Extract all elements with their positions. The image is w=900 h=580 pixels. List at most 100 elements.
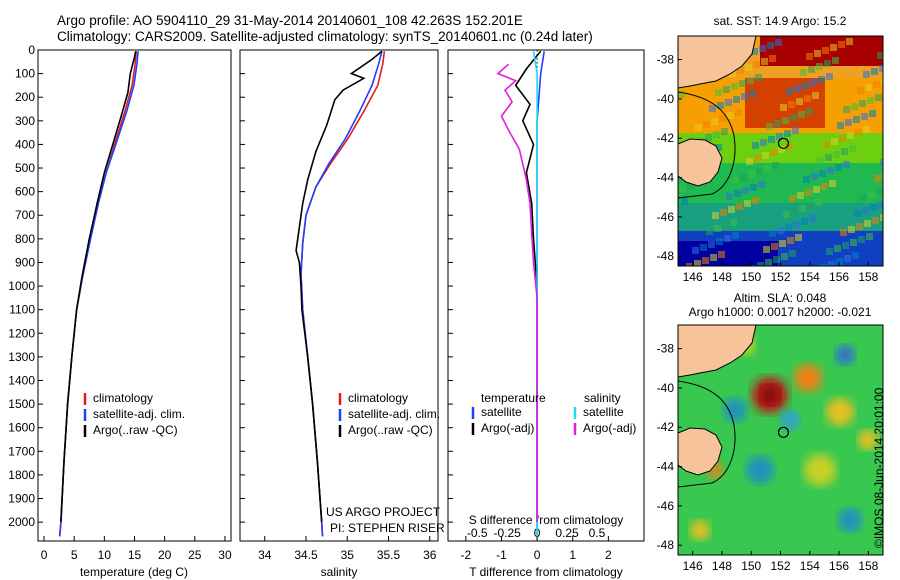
x-tick-label: 154: [800, 270, 820, 284]
sst-pixel: [746, 158, 753, 165]
sst-pixel: [703, 121, 710, 128]
y-tick-label: 1800: [8, 468, 35, 482]
sst-pixel: [766, 123, 773, 130]
sst-pixel: [818, 76, 825, 83]
y-tick-label: 200: [15, 90, 35, 104]
x-axis-label: T difference from climatology: [469, 565, 623, 579]
sst-pixel: [785, 224, 792, 231]
sst-pixel: [823, 141, 830, 148]
x-tick-label: 5: [71, 548, 78, 562]
sst-pixel: [767, 42, 774, 49]
sst-pixel: [843, 161, 850, 168]
sst-pixel: [742, 187, 749, 194]
tasmania-land: [678, 138, 723, 187]
sst-pixel: [846, 38, 853, 45]
x-tick-label: 1: [569, 548, 576, 562]
y-tick-label: 1100: [9, 303, 35, 317]
sst-pixel: [862, 207, 869, 214]
sst-pixel: [754, 155, 761, 162]
sst-pixel: [839, 135, 846, 142]
x-tick-label: 148: [712, 559, 732, 573]
sst-pixel: [875, 94, 882, 101]
sst-pixel: [835, 164, 842, 171]
sla-eddy: [858, 430, 878, 450]
sst-pixel: [786, 143, 793, 150]
sst-pixel: [752, 142, 759, 149]
sst-pixel: [817, 157, 824, 164]
sst-pixel: [732, 232, 739, 239]
mainland-land: [678, 36, 757, 89]
s-tick-label: 0.5: [589, 526, 606, 540]
x-tick-label: 156: [829, 270, 849, 284]
y-tick-label: -48: [657, 249, 675, 263]
annotation-line-1: US ARGO PROJECT: [326, 505, 441, 519]
x-tick-label: 150: [741, 270, 761, 284]
sst-pixel: [741, 93, 748, 100]
x-tick-label: 34.5: [294, 548, 318, 562]
sst-pixel: [686, 263, 693, 266]
sst-pixel: [853, 116, 860, 123]
sla-eddy: [760, 385, 780, 405]
sst-pixel: [800, 69, 807, 76]
sst-pixel: [863, 71, 870, 78]
sst-pixel: [774, 120, 781, 127]
sst-pixel: [721, 128, 728, 135]
sst-pixel: [778, 146, 785, 153]
sst-pixel: [881, 78, 883, 85]
x-tick-label: 2: [605, 548, 612, 562]
sst-pixel: [786, 88, 793, 95]
legend-entry: satellite-adj. clim.: [348, 407, 440, 421]
sst-pixel: [769, 55, 776, 62]
sst-pixel: [728, 206, 735, 213]
sst-pixel: [744, 200, 751, 207]
y-tick-label: 1000: [8, 279, 35, 293]
sst-pixel: [740, 174, 747, 181]
sst-pixel: [781, 253, 788, 260]
sst-pixel: [822, 47, 829, 54]
y-tick-label: 300: [15, 114, 35, 128]
y-tick-label: 400: [15, 137, 35, 151]
sst-pixel: [795, 234, 802, 241]
panel-2: -2 -1 0 1 2-0.5 -0.25 0 0.25 0.5S difference fro…: [447, 49, 645, 579]
shelf-contour: [678, 380, 736, 488]
sst-pixel: [706, 228, 713, 235]
sst-pixel: [843, 106, 850, 113]
sst-pixel: [735, 109, 742, 116]
sst-pixel: [878, 201, 883, 208]
sst-pixel: [811, 173, 818, 180]
y-tick-label: -38: [657, 342, 675, 356]
mainland-land: [678, 325, 757, 378]
sst-pixel: [827, 167, 834, 174]
sst-pixel: [865, 84, 872, 91]
sst-pixel: [789, 195, 796, 202]
y-tick-label: 0: [28, 43, 35, 57]
panel-0: 0100200300400500600700800900100011001200…: [8, 43, 232, 579]
sst-pixel: [745, 64, 752, 71]
y-tick-label: 700: [15, 208, 35, 222]
sst-pixel: [872, 217, 879, 224]
sst-pixel: [723, 86, 730, 93]
sst-pixel: [737, 67, 744, 74]
x-tick-label: 0: [41, 548, 48, 562]
s-tick-label: 0.25: [555, 526, 579, 540]
annotation-line-2: PI: STEPHEN RISER: [330, 521, 445, 535]
y-tick-label: 800: [15, 232, 35, 246]
sst-pixel: [838, 41, 845, 48]
x-tick-label: 154: [800, 559, 820, 573]
sst-pixel: [814, 50, 821, 57]
sst-pixel: [788, 101, 795, 108]
x-tick-label: -1: [496, 548, 507, 562]
sst-pixel: [815, 199, 822, 206]
sst-pixel: [802, 82, 809, 89]
legend-entry: satellite-adj. clim.: [93, 407, 185, 421]
y-tick-label: -44: [657, 460, 675, 474]
sst-pixel: [730, 219, 737, 226]
sst-pixel: [870, 204, 877, 211]
sst-pixel: [813, 186, 820, 193]
sst-pixel: [709, 105, 716, 112]
sst-pixel: [821, 183, 828, 190]
legend-entry: satellite: [481, 405, 522, 419]
sst-pixel: [819, 170, 826, 177]
sst-pixel: [713, 131, 720, 138]
